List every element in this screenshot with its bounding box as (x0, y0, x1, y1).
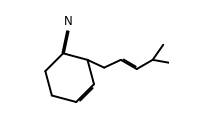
Text: N: N (64, 15, 73, 28)
